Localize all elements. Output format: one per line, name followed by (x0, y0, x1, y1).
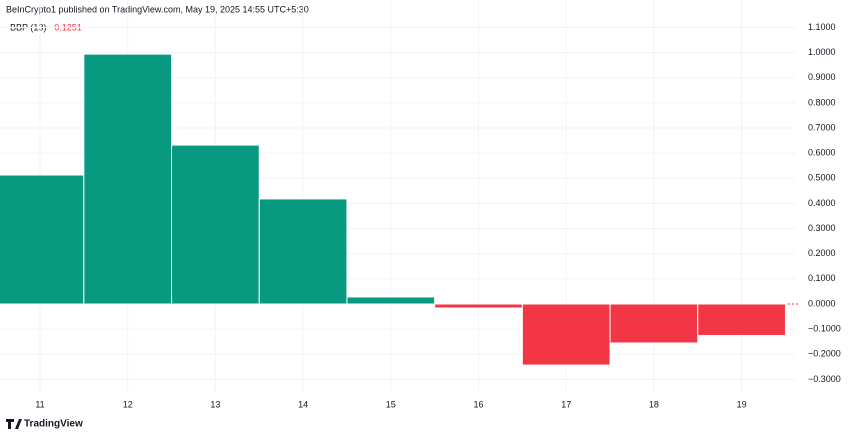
x-tick-label: 14 (298, 399, 308, 409)
y-tick-label: 0.4000 (808, 198, 836, 208)
y-tick-label: 0.6000 (808, 148, 836, 158)
bar (83, 53, 173, 305)
y-tick-label: −0.2000 (808, 349, 841, 359)
footer-logo: TradingView (6, 419, 83, 430)
bar (0, 174, 85, 305)
x-tick-label: 17 (561, 399, 571, 409)
y-tick-label: 0.5000 (808, 173, 836, 183)
y-tick-label: 0.2000 (808, 248, 836, 258)
y-tick-label: −0.1000 (808, 324, 841, 334)
y-tick-label: 1.1000 (808, 22, 836, 32)
x-tick-label: 15 (386, 399, 396, 409)
x-tick-label: 19 (737, 399, 747, 409)
bar (434, 303, 523, 309)
y-tick-label: 1.0000 (808, 47, 836, 57)
x-tick-label: 16 (473, 399, 483, 409)
bar (171, 144, 260, 305)
y-tick-label: 0.8000 (808, 97, 836, 107)
bar (609, 303, 699, 344)
bar (258, 198, 348, 305)
y-tick-label: 0.7000 (808, 122, 836, 132)
bar (521, 303, 611, 366)
y-tick-label: 0.9000 (808, 72, 836, 82)
bar (697, 303, 786, 336)
y-tick-label: 0.0000 (808, 298, 836, 308)
logo-icon (6, 419, 22, 429)
bar (346, 296, 436, 305)
x-tick-label: 12 (123, 399, 133, 409)
x-tick-label: 13 (210, 399, 220, 409)
x-tick-label: 18 (649, 399, 659, 409)
y-tick-label: 0.3000 (808, 223, 836, 233)
x-tick-label: 11 (35, 399, 44, 409)
y-tick-label: −0.3000 (808, 374, 841, 384)
footer-brand: TradingView (24, 419, 83, 430)
published-header: BeInCrypto1 published on TradingView.com… (6, 4, 309, 14)
y-tick-label: 0.1000 (808, 273, 836, 283)
